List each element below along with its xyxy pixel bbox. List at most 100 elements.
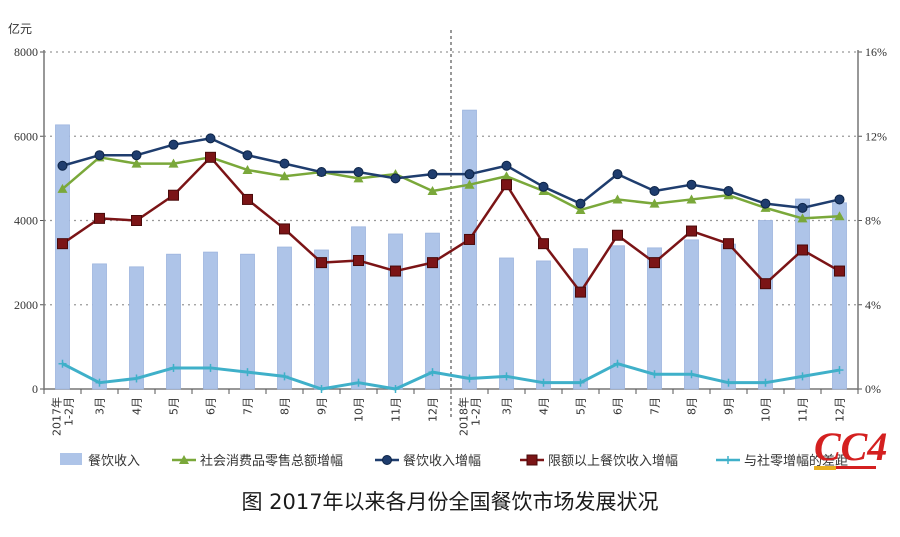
series-line: [61, 156, 840, 220]
square-marker: [526, 454, 538, 466]
legend-label: 餐饮收入: [88, 453, 140, 469]
square-marker: [649, 257, 660, 269]
square-marker: [427, 257, 438, 269]
circle-marker: [760, 198, 771, 209]
left-tick-label: 2000: [14, 298, 38, 312]
series-line: [62, 137, 840, 210]
x-tick-label: 9月: [316, 397, 329, 415]
x-tick-label: 1-2月: [470, 397, 483, 426]
triangle-marker: [834, 211, 845, 221]
circle-marker: [797, 202, 808, 213]
left-axis-unit: 亿元: [8, 22, 33, 36]
square-marker: [205, 151, 216, 163]
bar: [721, 243, 736, 390]
triangle-marker: [179, 455, 189, 464]
x-tick-label: 10月: [760, 397, 773, 422]
x-tick-label: 3月: [501, 397, 514, 415]
right-tick-label: 8%: [865, 214, 881, 228]
triangle-marker: [501, 171, 512, 181]
circle-marker: [94, 150, 105, 161]
x-tick-label: 5月: [575, 397, 588, 415]
bar: [166, 253, 181, 390]
chart-caption: 图 2017年以来各月份全国餐饮市场发展状况: [241, 490, 659, 514]
legend-label: 限额以上餐饮收入增幅: [548, 453, 678, 469]
circle-marker: [834, 194, 845, 205]
legend-swatch: [60, 453, 82, 465]
triangle-marker: [612, 194, 623, 204]
circle-marker: [57, 160, 68, 171]
triangle-marker: [131, 158, 142, 168]
circle-marker: [382, 455, 392, 465]
x-tick-label: 3月: [94, 397, 107, 415]
square-marker: [131, 215, 142, 226]
x-tick-label: 10月: [353, 397, 366, 422]
square-marker: [760, 278, 771, 290]
square-marker: [168, 189, 179, 201]
square-marker: [612, 229, 623, 241]
triangle-marker: [686, 194, 697, 204]
circle-marker: [242, 150, 253, 161]
bar: [203, 251, 218, 390]
x-tick-label: 6月: [612, 397, 625, 415]
bar: [277, 246, 292, 390]
square-marker: [279, 223, 290, 235]
bar: [314, 249, 329, 390]
square-marker: [242, 193, 253, 205]
legend-label: 社会消费品零售总额增幅: [200, 453, 343, 469]
x-tick-label: 7月: [242, 397, 255, 415]
x-tick-label: 12月: [834, 397, 847, 422]
right-tick-label: 4%: [865, 298, 881, 312]
bar: [388, 233, 403, 390]
left-tick-label: 6000: [14, 129, 38, 143]
square-marker: [834, 265, 845, 277]
left-tick-label: 4000: [14, 214, 38, 228]
bar: [536, 260, 551, 390]
x-tick-label: 7月: [649, 397, 662, 415]
bar: [92, 263, 107, 390]
x-tick-label: 4月: [131, 397, 144, 415]
series-line: [61, 156, 841, 294]
right-tick-label: 0%: [865, 382, 881, 396]
right-tick-label: 16%: [865, 45, 887, 59]
circle-marker: [390, 173, 401, 184]
square-marker: [575, 286, 586, 298]
square-marker: [686, 225, 697, 237]
circle-marker: [686, 179, 697, 190]
circle-marker: [205, 133, 216, 144]
x-tick-label: 4月: [538, 397, 551, 415]
square-marker: [797, 244, 808, 256]
triangle-marker: [575, 204, 586, 214]
legend-label: 与社零增幅的差距: [744, 453, 848, 469]
circle-marker: [501, 160, 512, 171]
square-marker: [538, 238, 549, 250]
square-marker: [464, 233, 475, 245]
circle-marker: [538, 181, 549, 192]
circle-marker: [575, 198, 586, 209]
bar: [129, 266, 144, 390]
triangle-marker: [427, 186, 438, 196]
circle-marker: [279, 158, 290, 169]
cc4-logo: CC4: [814, 424, 887, 470]
circle-marker: [353, 167, 364, 178]
circle-marker: [427, 169, 438, 180]
square-marker: [316, 257, 327, 269]
square-marker: [57, 238, 68, 250]
x-tick-label: 11月: [390, 397, 403, 422]
circle-marker: [316, 167, 327, 178]
circle-marker: [168, 139, 179, 150]
bar: [610, 245, 625, 390]
x-tick-label: 12月: [427, 397, 440, 422]
right-tick-label: 12%: [865, 129, 887, 143]
bar: [351, 226, 366, 390]
x-tick-label: 5月: [168, 397, 181, 415]
square-marker: [94, 212, 105, 224]
triangle-marker: [464, 179, 475, 189]
circle-marker: [723, 186, 734, 197]
square-marker: [723, 238, 734, 250]
series-line: [61, 362, 840, 391]
left-tick-label: 0: [32, 382, 38, 396]
bar: [462, 109, 477, 390]
bar: [758, 220, 773, 390]
x-tick-label: 2018年: [457, 397, 471, 436]
